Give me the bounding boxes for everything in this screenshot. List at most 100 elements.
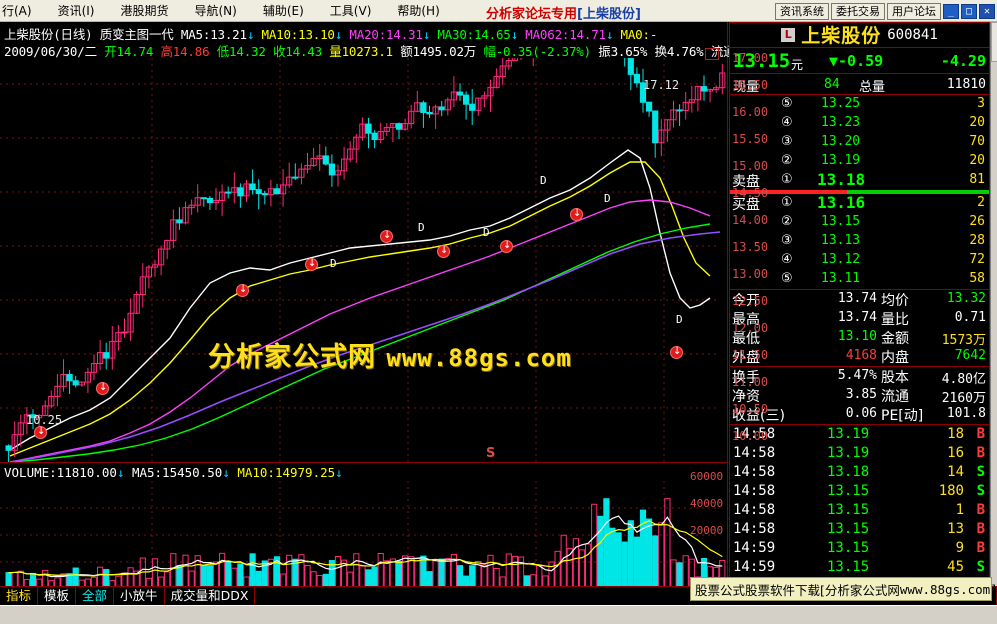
- price-pane[interactable]: 分析家公式网 www.88gs.com 17.12 10.25 S D D D D D D: [0, 58, 728, 462]
- menu-item-zixun[interactable]: 资讯(I): [57, 3, 95, 18]
- bid-row-4[interactable]: ④ 13.12 72: [729, 251, 990, 270]
- bar-amplitude: 振3.65%: [598, 44, 648, 59]
- menu-item-ganggu[interactable]: 港股期货: [120, 3, 169, 18]
- sell-signal-1: [34, 425, 47, 439]
- tick-time: 14:58: [733, 464, 776, 480]
- ask-row-4[interactable]: ④ 13.23 20: [729, 114, 990, 133]
- candlestick-canvas: [0, 58, 726, 462]
- stat-value-1: 0.06: [845, 406, 877, 421]
- volume-pane[interactable]: VOLUME:11810.00↓ MA5:15450.50↓ MA10:1497…: [0, 462, 728, 592]
- tab-0[interactable]: 指标: [0, 587, 39, 605]
- tick-price: 13.15: [827, 559, 870, 575]
- tick-row[interactable]: 14:58 13.19 16 B: [729, 444, 990, 463]
- stat-value-2: 7642: [954, 348, 986, 363]
- quote-title: L 上柴股份 600841: [729, 22, 990, 48]
- bar-change: 幅-0.35(-2.37%): [483, 44, 591, 59]
- d-mark-4: D: [604, 192, 611, 205]
- button-news-system[interactable]: 资讯系统: [775, 3, 829, 20]
- spread-bar: [729, 190, 990, 194]
- d-mark-1: D: [418, 221, 425, 234]
- tick-price: 13.18: [827, 464, 870, 480]
- price-tick-13: 10.50: [732, 402, 769, 416]
- ask-row-3[interactable]: ③ 13.20 70: [729, 133, 990, 152]
- menu-item-gongju[interactable]: 工具(V): [329, 3, 372, 18]
- tick-row[interactable]: 14:59 13.15 9 B: [729, 539, 990, 558]
- price-tick-1: 16.50: [732, 78, 769, 92]
- ask-qty: 3: [977, 96, 985, 111]
- volume-tick-2: 20000: [690, 524, 724, 537]
- tick-row[interactable]: 14:59 13.15 45 S: [729, 558, 990, 577]
- time-and-sales[interactable]: 14:58 13.19 18 B 14:58 13.19 16 B 14:58 13.18 14 S 1…: [729, 424, 990, 596]
- maximize-icon[interactable]: □: [961, 4, 977, 19]
- scrollbar-thumb[interactable]: [991, 22, 997, 62]
- bar-low: 低14.32: [216, 44, 266, 59]
- bid-row-1[interactable]: 买盘 ① 13.16 2: [729, 193, 990, 213]
- d-mark-2: D: [483, 226, 490, 239]
- tick-price: 13.15: [827, 540, 870, 556]
- tick-volume: 45: [947, 559, 964, 575]
- volume-ma10: MA10:14979.25: [237, 465, 336, 480]
- stats-block-2: 换手 5.47% 股本 4.80亿 净资 3.85 流通 2160万 收益(三) 0.06 PE[动…: [729, 366, 990, 424]
- bar-open: 开14.74: [104, 44, 154, 59]
- tab-1[interactable]: 模板: [38, 587, 77, 605]
- annotation-low: 10.25: [26, 413, 63, 427]
- tick-row[interactable]: 14:58 13.19 18 B: [729, 425, 990, 444]
- bar-date: 2009/06/30/二: [4, 44, 97, 59]
- stat-key-1: 收益(三): [732, 408, 785, 424]
- ma10-label: MA10:13.10: [261, 27, 335, 42]
- close-icon[interactable]: ✕: [979, 4, 995, 19]
- ask-level: ③: [781, 134, 793, 149]
- bid-row-3[interactable]: ③ 13.13 28: [729, 232, 990, 251]
- ask-level: ⑤: [781, 96, 793, 111]
- chart-area[interactable]: 上柴股份(日线) 质变主图一代 MA5:13.21↓ MA10:13.10↓ M…: [0, 22, 777, 606]
- price-tick-10: 12.00: [732, 321, 769, 335]
- fundamental-row-2: 收益(三) 0.06 PE[动] 101.8: [729, 405, 990, 424]
- tab-3[interactable]: 小放牛: [114, 587, 165, 605]
- window-title: 分析家论坛专用[上柴股份]: [486, 3, 641, 22]
- button-user-forum[interactable]: 用户论坛: [887, 3, 941, 20]
- vertical-scrollbar[interactable]: [990, 22, 997, 602]
- tick-time: 14:58: [733, 483, 776, 499]
- menu-item-daohang[interactable]: 导航(N): [194, 3, 237, 18]
- order-book[interactable]: ⑤ 13.25 3 ④ 13.23 20 ③ 13.20 70 ② 13.19 20 卖盘 ① 13.18 8…: [729, 95, 990, 289]
- tick-time: 14:59: [733, 540, 776, 556]
- bid-row-2[interactable]: ② 13.15 26: [729, 213, 990, 232]
- volume-ma5: MA5:15450.50: [131, 465, 223, 480]
- bid-level: ⑤: [781, 271, 793, 286]
- stat-key-2: 金额: [881, 331, 909, 347]
- menu-item-hangqing[interactable]: 行(A): [2, 3, 32, 18]
- button-trade[interactable]: 委托交易: [831, 3, 885, 20]
- stat-key-1: 今开: [732, 293, 760, 309]
- volume-value: VOLUME:11810.00: [4, 465, 117, 480]
- stat-key-1: 换手: [732, 370, 760, 386]
- tick-row[interactable]: 14:58 13.15 1 B: [729, 501, 990, 520]
- menu-item-fuzhu[interactable]: 辅助(E): [262, 3, 304, 18]
- price-tick-6: 14.00: [732, 213, 769, 227]
- bid-qty: 26: [969, 214, 985, 229]
- sell-signal-5: [437, 244, 450, 258]
- tab-4[interactable]: 成交量和DDX: [165, 587, 256, 605]
- ad-banner[interactable]: 股票公式股票软件下载[分析家公式网 www.88gs.com]: [690, 577, 997, 601]
- tick-time: 14:58: [733, 445, 776, 461]
- tab-2[interactable]: 全部: [76, 587, 115, 605]
- stat-value-2: 0.71: [954, 310, 986, 325]
- tick-row[interactable]: 14:58 13.18 14 S: [729, 463, 990, 482]
- tick-volume: 18: [947, 426, 964, 442]
- price-unit: 元: [791, 58, 804, 72]
- stat-key-2: 股本: [881, 370, 909, 386]
- sell-signal-8: [670, 345, 683, 359]
- tick-price: 13.15: [827, 502, 870, 518]
- price-change: ▼-0.59: [829, 52, 883, 70]
- bid-row-5[interactable]: ⑤ 13.11 58: [729, 270, 990, 289]
- menu-item-bangzhu[interactable]: 帮助(H): [397, 3, 440, 18]
- fundamental-row-0: 换手 5.47% 股本 4.80亿: [729, 367, 990, 387]
- minimize-icon[interactable]: _: [943, 4, 959, 19]
- ask-row-1[interactable]: 卖盘 ① 13.18 81: [729, 170, 990, 190]
- ask-row-2[interactable]: ② 13.19 20: [729, 152, 990, 171]
- tick-row[interactable]: 14:58 13.15 13 B: [729, 520, 990, 539]
- chart-corner-box[interactable]: [705, 48, 719, 60]
- stat-row-0: 今开 13.74 均价 13.32: [729, 290, 990, 309]
- ask-row-5[interactable]: ⑤ 13.25 3: [729, 95, 990, 114]
- tick-row[interactable]: 14:58 13.15 180 S: [729, 482, 990, 501]
